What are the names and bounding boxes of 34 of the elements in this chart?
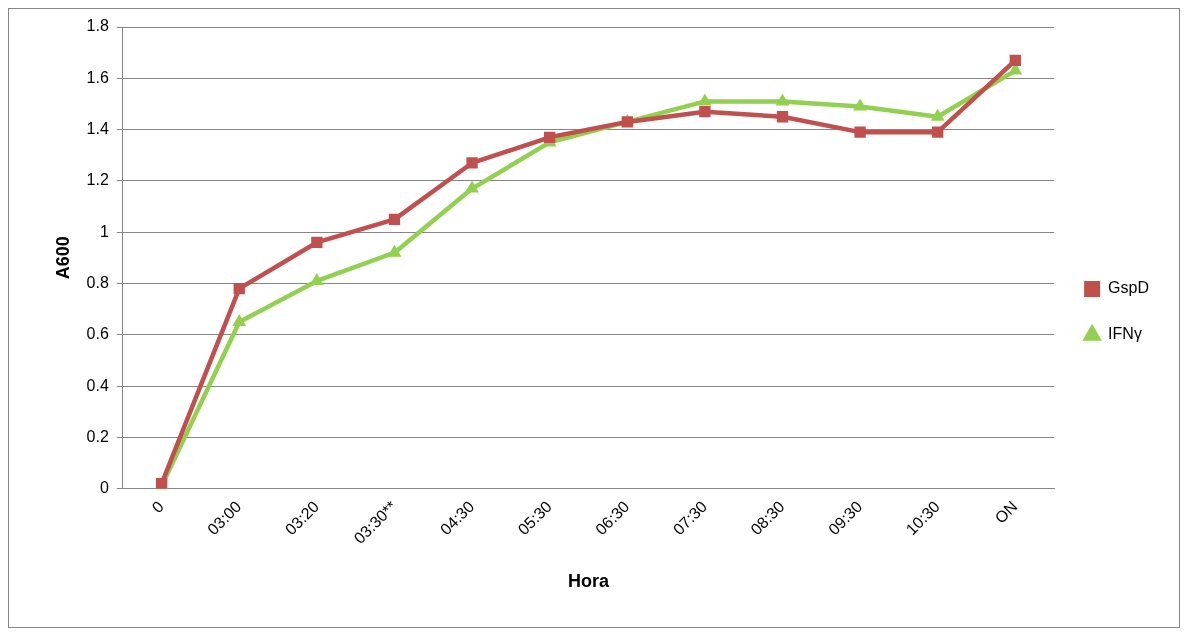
y-tick-label: 1.2 [86,171,109,189]
y-tick-label: 1 [99,222,109,240]
point [854,126,866,138]
y-tick-label: 0.4 [86,376,109,394]
x-axis-title: Hora [567,571,610,592]
point [775,93,790,106]
point [466,157,478,169]
point [465,180,479,193]
point [309,272,324,285]
point [932,126,944,138]
y-tick-label: 0.6 [86,325,109,343]
legend-label: GspD [1108,279,1150,297]
legend-label: IFNγ [1108,325,1142,343]
y-tick-label: 1.8 [86,17,109,35]
point [697,93,712,106]
point [930,108,945,121]
y-axis-title: A600 [52,236,73,280]
point [311,236,323,249]
y-tick-label: 1.6 [86,68,109,86]
point [387,244,402,257]
point [776,111,789,123]
point [1009,54,1021,66]
point [699,105,711,118]
point [232,313,247,326]
y-tick-label: 0.2 [86,427,109,445]
point [388,213,401,226]
x-tick-label: 0 [148,497,167,517]
x-tick-label: ON [991,497,1021,527]
point [853,98,868,111]
point [544,131,556,143]
y-tick-label: 1.4 [86,120,109,138]
y-tick-label: 0.8 [86,273,109,291]
y-tick-label: 0 [99,479,109,497]
point [233,282,245,295]
